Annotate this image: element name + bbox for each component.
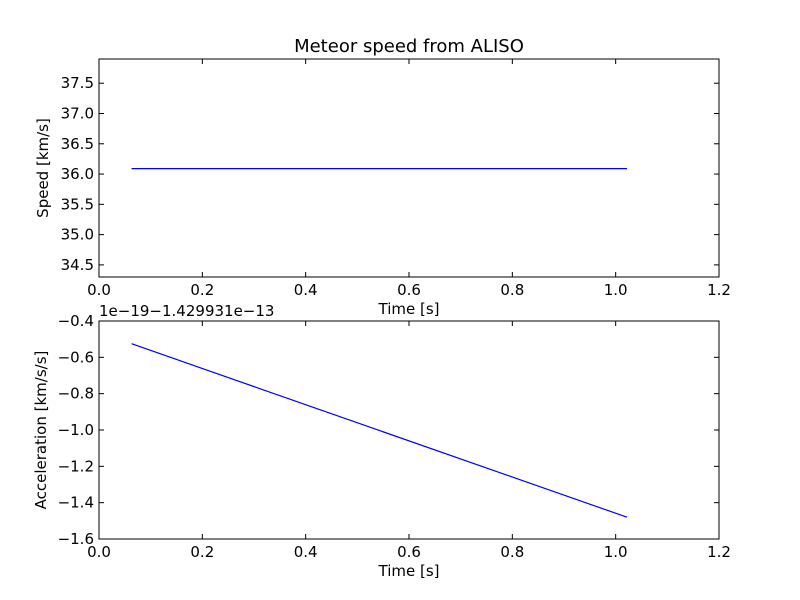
y-tick-label: 35.0 xyxy=(61,226,94,244)
x-tick-label: 0.8 xyxy=(500,281,524,299)
y-tick-label: −1.6 xyxy=(58,530,94,548)
x-tick-label: 0.4 xyxy=(294,543,318,561)
y-axis-label: Speed [km/s] xyxy=(34,118,52,218)
y-tick-label: 37.0 xyxy=(61,105,94,123)
x-tick-label: 0.0 xyxy=(87,543,111,561)
speed-subplot: Meteor speed from ALISO Time [s] Speed [… xyxy=(34,36,731,318)
y-tick-label: 36.5 xyxy=(61,135,94,153)
series-group xyxy=(131,343,628,518)
x-tick-label: 0.4 xyxy=(294,281,318,299)
plot-frame xyxy=(98,320,720,540)
x-tick-label: 0.0 xyxy=(87,281,111,299)
x-axis-label: Time [s] xyxy=(378,562,440,580)
series-line xyxy=(131,343,628,518)
x-tick-label: 1.2 xyxy=(707,281,731,299)
y-tick-label: 34.5 xyxy=(61,256,94,274)
y-tick-label: 36.0 xyxy=(61,165,94,183)
y-axis-label: Acceleration [km/s/s] xyxy=(32,351,50,510)
x-tick-label: 0.8 xyxy=(500,543,524,561)
x-tick-label: 1.2 xyxy=(707,543,731,561)
y-tick-label: −0.4 xyxy=(58,312,94,330)
x-tick-label: 0.6 xyxy=(397,281,421,299)
y-tick-label: −1.2 xyxy=(58,457,94,475)
chart-title: Meteor speed from ALISO xyxy=(294,36,524,57)
y-tick-label: 37.5 xyxy=(61,74,94,92)
x-axis-label: Time [s] xyxy=(378,300,440,318)
x-tick-label: 0.6 xyxy=(397,543,421,561)
x-tick-label: 1.0 xyxy=(604,543,628,561)
y-tick-label: −0.6 xyxy=(58,348,94,366)
y-tick-label: −0.8 xyxy=(58,385,94,403)
y-tick-label: −1.4 xyxy=(58,494,94,512)
y-tick-label: 35.5 xyxy=(61,195,94,213)
x-tick-label: 0.2 xyxy=(190,281,214,299)
y-tick-label: −1.0 xyxy=(58,421,94,439)
acceleration-subplot: 1e−19−1.429931e−13 Time [s] Acceleration… xyxy=(32,302,731,580)
x-tick-label: 0.2 xyxy=(190,543,214,561)
y-offset-label: 1e−19−1.429931e−13 xyxy=(99,302,274,320)
tick-group: 0.0 0.2 0.4 0.6 0.8 1.0 1.2 −1.6 −1.4 −1.2 −1.0 −0.… xyxy=(58,312,731,561)
x-tick-label: 1.0 xyxy=(604,281,628,299)
tick-group: 0.0 0.2 0.4 0.6 0.8 1.0 1.2 34.5 35.0 35.5 36.0 36.… xyxy=(61,59,731,299)
plot-frame xyxy=(98,58,720,278)
